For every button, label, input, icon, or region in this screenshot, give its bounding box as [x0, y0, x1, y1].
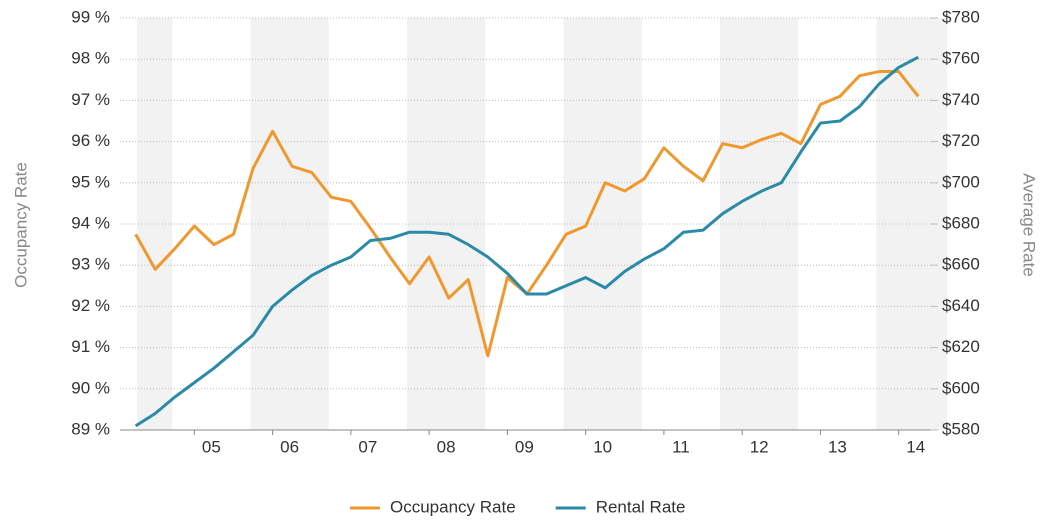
y-tick-label: 94 %	[71, 213, 110, 232]
y2-tick-label: $700	[942, 172, 980, 191]
x-tick-label: 07	[358, 437, 377, 456]
x-tick-label: 06	[280, 437, 299, 456]
y-tick-label: 92 %	[71, 296, 110, 315]
x-tick-label: 11	[672, 437, 690, 456]
legend-label: Rental Rate	[596, 497, 686, 516]
y-tick-label: 93 %	[71, 255, 110, 274]
y2-tick-label: $760	[942, 49, 980, 68]
y-tick-label: 90 %	[71, 378, 110, 397]
y2-axis-title: Average Rate	[1020, 173, 1039, 277]
y-tick-label: 95 %	[71, 172, 110, 191]
y2-tick-label: $680	[942, 213, 980, 232]
x-tick-label: 10	[593, 437, 612, 456]
y-axis-title: Occupancy Rate	[11, 162, 30, 288]
y2-tick-label: $740	[942, 90, 980, 109]
y-tick-label: 91 %	[71, 337, 110, 356]
year-band	[250, 18, 329, 430]
y2-tick-label: $620	[942, 337, 980, 356]
x-tick-label: 14	[906, 437, 925, 456]
year-band	[407, 18, 486, 430]
legend-label: Occupancy Rate	[390, 497, 516, 516]
y-tick-label: 99 %	[71, 7, 110, 26]
series-line	[134, 55, 919, 428]
y-tick-label: 89 %	[71, 419, 110, 438]
year-band	[137, 18, 173, 430]
y2-tick-label: $780	[942, 7, 980, 26]
y2-tick-label: $600	[942, 378, 980, 397]
y2-tick-label: $640	[942, 296, 980, 315]
x-tick-label: 09	[515, 437, 534, 456]
x-tick-label: 05	[202, 437, 221, 456]
y-tick-label: 97 %	[71, 90, 110, 109]
y-tick-label: 96 %	[71, 131, 110, 150]
y-tick-label: 98 %	[71, 49, 110, 68]
y2-tick-label: $580	[942, 419, 980, 438]
y2-tick-label: $660	[942, 255, 980, 274]
x-tick-label: 12	[750, 437, 769, 456]
x-tick-label: 13	[828, 437, 847, 456]
y2-tick-label: $720	[942, 131, 980, 150]
x-tick-label: 08	[437, 437, 456, 456]
